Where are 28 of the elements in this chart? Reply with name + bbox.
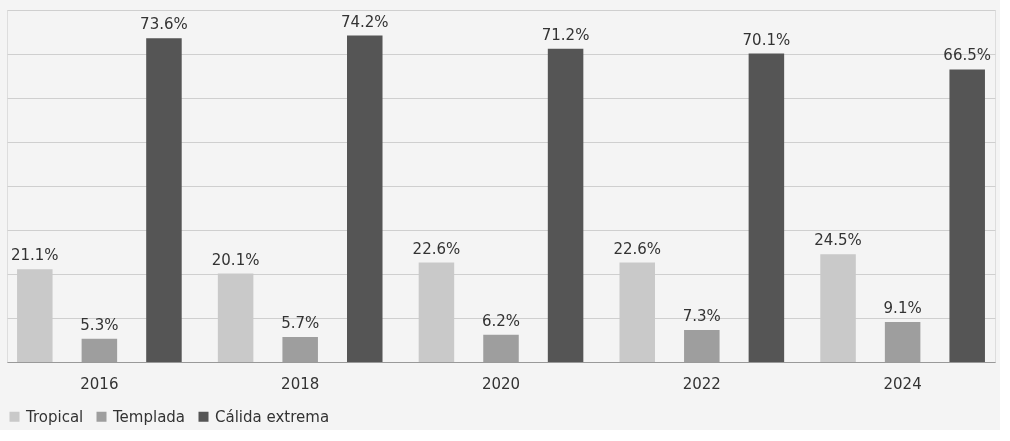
data-label: 74.2% — [340, 12, 389, 31]
x-tick-label: 2020 — [481, 374, 521, 393]
data-label: 7.3% — [682, 306, 721, 325]
data-label: 73.6% — [140, 15, 188, 34]
x-tick-label: 2024 — [883, 374, 922, 393]
data-label: 6.2% — [481, 311, 521, 330]
data-label: 22.6% — [412, 239, 461, 258]
bar — [547, 48, 584, 362]
data-label: 21.1% — [10, 246, 59, 265]
data-label: 66.5% — [943, 46, 992, 65]
data-label: 5.7% — [281, 313, 320, 332]
bar — [949, 69, 985, 362]
bar — [347, 35, 383, 362]
data-label: 22.6% — [613, 239, 662, 258]
legend-label: Tropical — [25, 407, 84, 426]
data-label: 5.3% — [80, 315, 119, 334]
bar — [146, 38, 182, 362]
bar — [748, 53, 785, 362]
x-tick-label: 2018 — [281, 374, 320, 393]
x-tick-label: 2022 — [682, 374, 721, 393]
legend-label: Templada — [112, 407, 186, 426]
data-label: 71.2% — [541, 25, 590, 44]
data-label: 24.5% — [814, 231, 862, 250]
data-label: 70.1% — [742, 30, 791, 49]
legend-label: Cálida extrema — [215, 407, 330, 426]
data-label: 9.1% — [883, 298, 922, 317]
data-label: 20.1% — [211, 250, 260, 269]
x-tick-label: 2016 — [80, 374, 119, 393]
